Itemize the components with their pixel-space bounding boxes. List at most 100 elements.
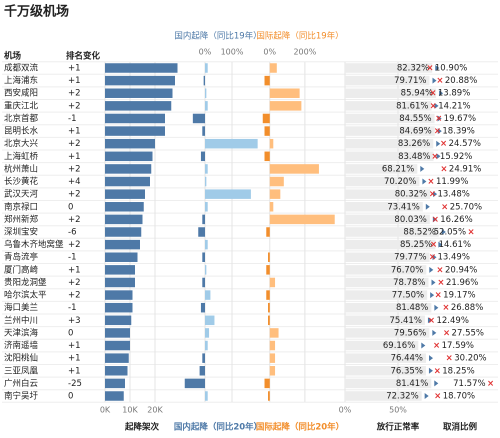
bar — [269, 277, 276, 288]
rank-change: +2 — [68, 215, 81, 225]
bar — [345, 138, 434, 149]
value-label: 77.50% — [392, 291, 424, 301]
airport-name: 广州白云 — [4, 378, 39, 389]
airport-name: 深圳宝安 — [4, 227, 38, 238]
value-label: 80.32% — [395, 190, 427, 200]
value-label: 85.94% — [401, 89, 433, 99]
rank-change: +1 — [68, 354, 81, 364]
bar — [192, 113, 205, 124]
rank-change: -25 — [68, 379, 82, 389]
cancel-marker: × — [431, 152, 438, 162]
value-label: 16.26% — [440, 215, 472, 225]
value-label: 82.32% — [397, 64, 429, 74]
bar — [269, 176, 284, 187]
rank-change: +2 — [68, 139, 81, 149]
value-label: 24.91% — [449, 164, 481, 174]
cancel-marker: × — [446, 354, 453, 364]
bar — [269, 189, 281, 199]
bar — [105, 202, 144, 212]
bar — [205, 164, 208, 174]
airport-name: 重庆江北 — [4, 100, 39, 111]
value-label: 25.70% — [450, 202, 482, 212]
header-rank: 排名变化 — [66, 51, 101, 62]
bar — [105, 328, 130, 338]
bar — [202, 353, 205, 363]
bar-end-marker — [420, 165, 425, 172]
bar-end-marker — [432, 216, 437, 223]
bar — [105, 252, 138, 262]
airport-name: 哈尔滨太平 — [4, 290, 47, 301]
bar-end-marker — [431, 279, 436, 286]
value-label: 13.49% — [437, 253, 469, 263]
bar-end-marker — [430, 292, 435, 299]
bar — [105, 151, 153, 162]
bar — [184, 378, 205, 389]
panel-footer: 取消比例 — [443, 422, 478, 433]
airport-name: 南京禄口 — [4, 201, 38, 212]
value-label: 20.88% — [445, 76, 477, 86]
cancel-marker: × — [435, 291, 442, 301]
bar — [345, 164, 418, 174]
bar — [264, 151, 270, 162]
value-label: 84.55% — [399, 114, 431, 124]
bar — [205, 176, 207, 187]
bar-end-marker — [434, 102, 439, 109]
bar — [269, 63, 277, 73]
bar — [345, 290, 428, 300]
bar — [105, 113, 165, 124]
bar-end-marker — [437, 115, 442, 122]
rank-change: +1 — [68, 64, 81, 74]
bar — [105, 164, 152, 174]
rank-change: -6 — [68, 228, 76, 238]
value-label: 18.70% — [443, 392, 475, 402]
cancel-marker: × — [434, 366, 441, 376]
value-label: 24.57% — [449, 139, 481, 149]
value-label: 84.69% — [399, 127, 431, 137]
x-tick-label: 10K — [122, 406, 138, 415]
bar — [202, 252, 205, 262]
cancel-marker: × — [435, 114, 442, 124]
x-tick-label: 0% — [199, 48, 212, 57]
bar-end-marker — [421, 342, 426, 349]
value-label: 79.56% — [394, 328, 426, 338]
value-label: 27.55% — [452, 328, 484, 338]
bar — [205, 138, 258, 149]
cancel-marker: × — [436, 265, 443, 275]
bar-end-marker — [427, 317, 432, 324]
rank-change: -1 — [68, 253, 76, 263]
x-tick-label: 100% — [221, 48, 244, 57]
value-label: 14.21% — [438, 101, 470, 111]
value-label: 85.25% — [400, 240, 432, 250]
panel-footer: 起降架次 — [124, 422, 160, 433]
cancel-marker: × — [441, 202, 448, 212]
value-label: 81.41% — [396, 379, 428, 389]
bar — [105, 366, 128, 376]
bar-end-marker — [428, 367, 433, 374]
rank-change: +3 — [68, 316, 81, 326]
bar — [105, 265, 135, 275]
cancel-marker: × — [440, 139, 447, 149]
bar — [266, 265, 270, 275]
bar — [105, 378, 125, 389]
airport-name: 青岛流亭 — [4, 252, 38, 263]
bar — [345, 126, 435, 136]
airport-name: 沈阳桃仙 — [4, 353, 38, 364]
airport-name: 天津滨海 — [4, 327, 39, 338]
bar — [105, 227, 142, 237]
airport-name: 北京首都 — [4, 113, 39, 124]
bar — [269, 88, 300, 98]
x-tick-label: 20K — [147, 406, 163, 415]
bar — [345, 366, 426, 376]
rank-change: +2 — [68, 278, 81, 288]
airport-name: 武汉天河 — [4, 189, 39, 200]
bar — [105, 138, 155, 149]
value-label: 13.89% — [438, 89, 470, 99]
bar-end-marker — [435, 65, 440, 71]
bar-end-marker — [429, 266, 434, 273]
value-label: 80.03% — [394, 215, 426, 225]
bar — [345, 189, 431, 199]
bar-end-marker — [432, 329, 437, 336]
value-label: 11.99% — [436, 177, 468, 187]
bar — [345, 302, 432, 313]
bar — [345, 202, 423, 212]
